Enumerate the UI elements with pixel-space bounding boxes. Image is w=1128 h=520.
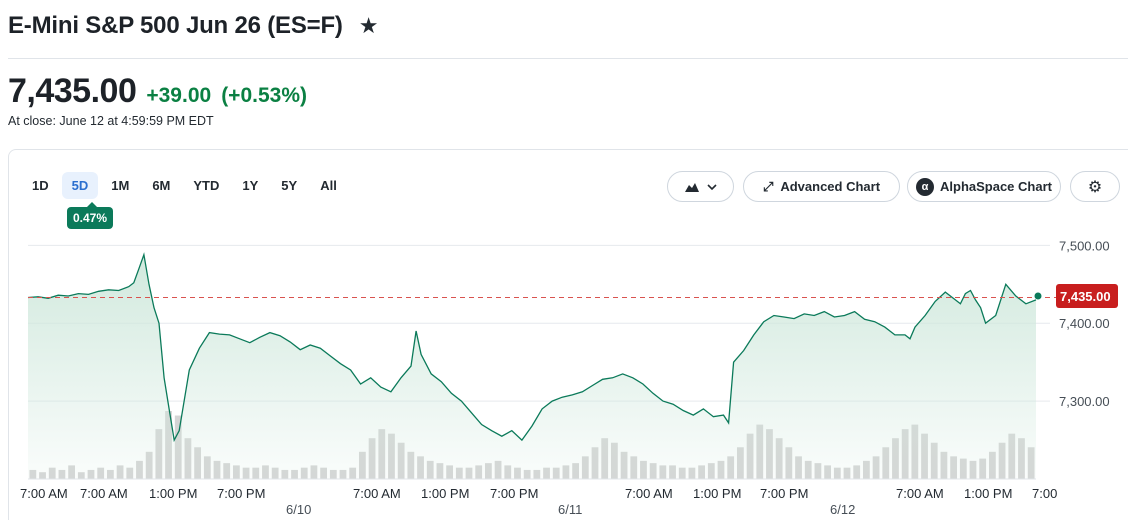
x-tick-label: 7:00 PM: [490, 486, 538, 501]
range-all[interactable]: All: [320, 178, 337, 193]
price-line: [27, 252, 1037, 443]
y-tick-label: 7,500.00: [1059, 238, 1110, 253]
x-tick-label: 7:00 AM: [353, 486, 401, 501]
y-tick-label: 7,400.00: [1059, 316, 1110, 331]
range-1m[interactable]: 1M: [111, 178, 130, 193]
page-title: E-Mini S&P 500 Jun 26 (ES=F): [8, 12, 343, 39]
x-tick-label: 7:00: [1032, 486, 1057, 501]
x-tick-label: 1:00 PM: [964, 486, 1012, 501]
gear-icon: ⚙: [1087, 178, 1103, 196]
x-axis-ticks: 7:00 AM 7:00 AM 1:00 PM 7:00 PM 7:00 AM 1:00 …: [20, 486, 1057, 501]
alphaspace-chart-button[interactable]: α AlphaSpace Chart: [907, 171, 1061, 202]
range-5d[interactable]: 5D: [61, 172, 99, 199]
range-5y[interactable]: 5Y: [281, 178, 298, 193]
x-tick-label: 1:00 PM: [149, 486, 197, 501]
x-tick-label: 7:00 AM: [20, 486, 68, 501]
date-labels: 6/10 6/11 6/12: [286, 502, 855, 517]
price-change-percent: (+0.53%): [221, 84, 307, 107]
alphaspace-chart-label: AlphaSpace Chart: [940, 179, 1052, 194]
settings-button[interactable]: ⚙: [1070, 171, 1120, 202]
x-tick-label: 7:00 AM: [625, 486, 673, 501]
date-label: 6/12: [830, 502, 855, 517]
chevron-down-icon: [706, 183, 717, 190]
x-tick-label: 7:00 PM: [217, 486, 265, 501]
last-price-badge: 7,435.00: [1056, 283, 1118, 308]
advanced-chart-label: Advanced Chart: [780, 179, 881, 194]
price-change: +39.00: [146, 84, 212, 107]
range-1y[interactable]: 1Y: [242, 178, 259, 193]
alpha-icon: α: [916, 177, 934, 196]
expand-icon: ⤢: [762, 178, 774, 194]
date-label: 6/10: [286, 502, 311, 517]
range-6m[interactable]: 6M: [152, 178, 171, 193]
x-tick-label: 1:00 PM: [693, 486, 741, 501]
date-label: 6/11: [558, 502, 582, 517]
x-tick-label: 7:00 PM: [760, 486, 808, 501]
x-tick-label: 1:00 PM: [421, 486, 469, 501]
last-price-badge-label: 7,435.00: [1060, 289, 1111, 304]
price-area: [28, 254, 1036, 479]
star-icon[interactable]: ★: [358, 13, 379, 38]
chart-type-button[interactable]: [667, 171, 734, 202]
divider: [8, 58, 1128, 59]
y-tick-label: 7,300.00: [1059, 394, 1110, 409]
range-selector: 1D 5D 1M 6M YTD 1Y 5Y All: [22, 172, 350, 199]
title-row: E-Mini S&P 500 Jun 26 (ES=F) ★: [8, 12, 378, 40]
advanced-chart-button[interactable]: ⤢ Advanced Chart: [743, 171, 900, 202]
range-ytd[interactable]: YTD: [193, 178, 220, 193]
range-change-badge: 0.47%: [67, 202, 114, 229]
last-price-dot: [1034, 292, 1042, 300]
x-tick-label: 7:00 AM: [80, 486, 128, 501]
mountain-chart-icon: [684, 182, 699, 192]
close-time: At close: June 12 at 4:59:59 PM EDT: [8, 114, 214, 128]
range-1d[interactable]: 1D: [32, 178, 49, 193]
price-row: 7,435.00 +39.00 (+0.53%): [8, 72, 307, 111]
last-price: 7,435.00: [8, 72, 137, 110]
x-tick-label: 7:00 AM: [896, 486, 944, 501]
y-axis-ticks: 7,300.00 7,400.00 7,500.00: [1059, 238, 1110, 409]
